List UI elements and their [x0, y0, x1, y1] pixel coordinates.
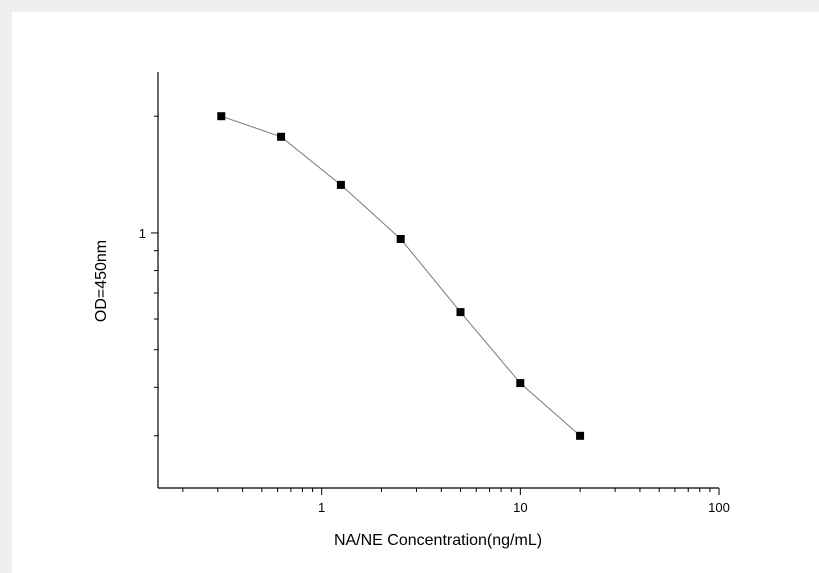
markers-group — [217, 112, 585, 440]
x-tick-label: 100 — [708, 500, 730, 515]
data-point — [576, 431, 585, 440]
data-point — [336, 180, 345, 189]
x-tick-label: 1 — [318, 500, 325, 515]
x-axis-title: NA/NE Concentration(ng/mL) — [334, 532, 542, 549]
data-point — [456, 308, 465, 317]
data-point — [516, 379, 525, 388]
chart-frame — [12, 12, 819, 573]
data-point — [396, 235, 405, 243]
series-line — [221, 115, 581, 437]
y-axis-title: OD=450nm — [93, 240, 110, 322]
x-tick-label: 10 — [513, 500, 527, 515]
tick-labels-group: 1 10 100 1 — [139, 226, 730, 515]
ticks-group — [151, 115, 720, 495]
data-point — [277, 132, 286, 141]
y-tick-label: 1 — [139, 226, 146, 241]
data-point — [217, 112, 226, 121]
